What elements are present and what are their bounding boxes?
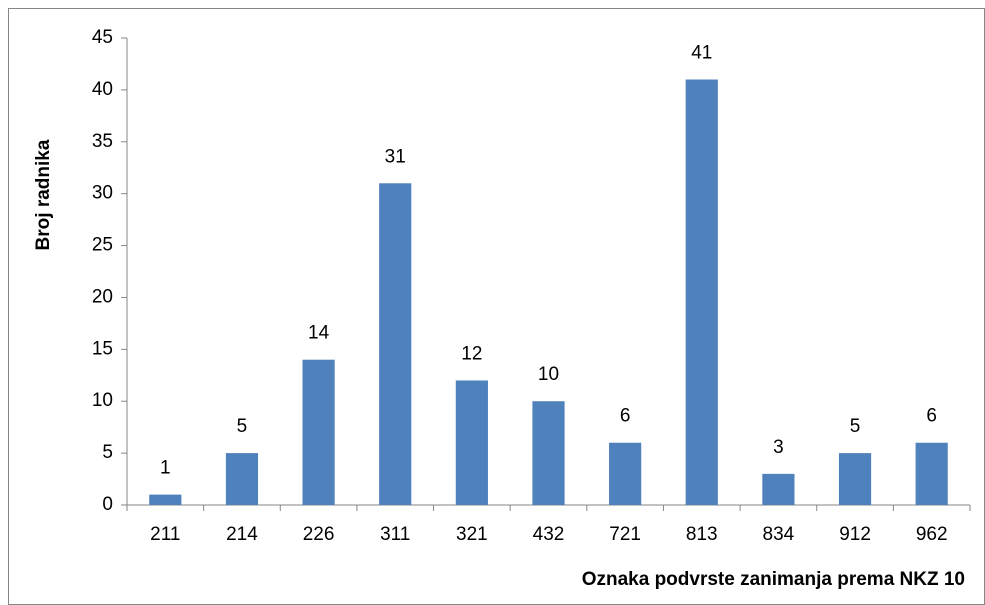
y-tick-label: 25 xyxy=(92,235,113,256)
x-tick-label: 432 xyxy=(533,524,565,545)
x-tick-label: 321 xyxy=(456,524,488,545)
y-tick-label: 15 xyxy=(92,338,113,359)
data-label: 1 xyxy=(160,458,171,479)
bar xyxy=(379,183,412,506)
y-tick-label: 35 xyxy=(92,131,113,152)
x-tick-label: 834 xyxy=(763,524,795,545)
data-label: 6 xyxy=(926,406,937,427)
data-label: 31 xyxy=(385,146,406,167)
y-tick-label: 10 xyxy=(92,390,113,411)
data-label: 5 xyxy=(237,416,248,437)
y-tick-label: 0 xyxy=(102,494,113,515)
y-tick-label: 40 xyxy=(92,79,113,100)
y-tick-label: 45 xyxy=(92,27,113,48)
data-label: 6 xyxy=(620,406,631,427)
x-tick-label: 813 xyxy=(686,524,718,545)
y-axis-label: Broj radnika xyxy=(33,139,54,250)
x-tick-label: 226 xyxy=(303,524,335,545)
data-label: 5 xyxy=(850,416,861,437)
bar xyxy=(455,380,488,505)
x-tick-label: 214 xyxy=(226,524,258,545)
bar xyxy=(762,473,795,505)
x-tick-label: 912 xyxy=(839,524,871,545)
bar xyxy=(225,453,259,505)
bar xyxy=(532,401,565,505)
x-tick-label: 721 xyxy=(609,524,641,545)
bar xyxy=(149,494,182,505)
data-label: 10 xyxy=(538,364,559,385)
chart-frame xyxy=(8,8,985,605)
y-tick-label: 20 xyxy=(92,286,113,307)
bar xyxy=(685,79,718,505)
x-tick-label: 211 xyxy=(150,524,180,545)
bar xyxy=(302,359,335,505)
bar xyxy=(609,442,642,505)
data-label: 41 xyxy=(691,43,712,64)
x-axis-label: Oznaka podvrste zanimanja prema NKZ 10 xyxy=(582,569,965,590)
y-tick-label: 30 xyxy=(92,183,113,204)
x-tick-label: 962 xyxy=(916,524,948,545)
bar xyxy=(838,453,872,505)
bar xyxy=(915,442,948,505)
x-tick-label: 311 xyxy=(380,524,410,545)
data-label: 12 xyxy=(461,343,482,364)
data-label: 14 xyxy=(308,323,330,344)
y-tick-label: 5 xyxy=(102,442,113,463)
data-label: 3 xyxy=(773,437,784,458)
